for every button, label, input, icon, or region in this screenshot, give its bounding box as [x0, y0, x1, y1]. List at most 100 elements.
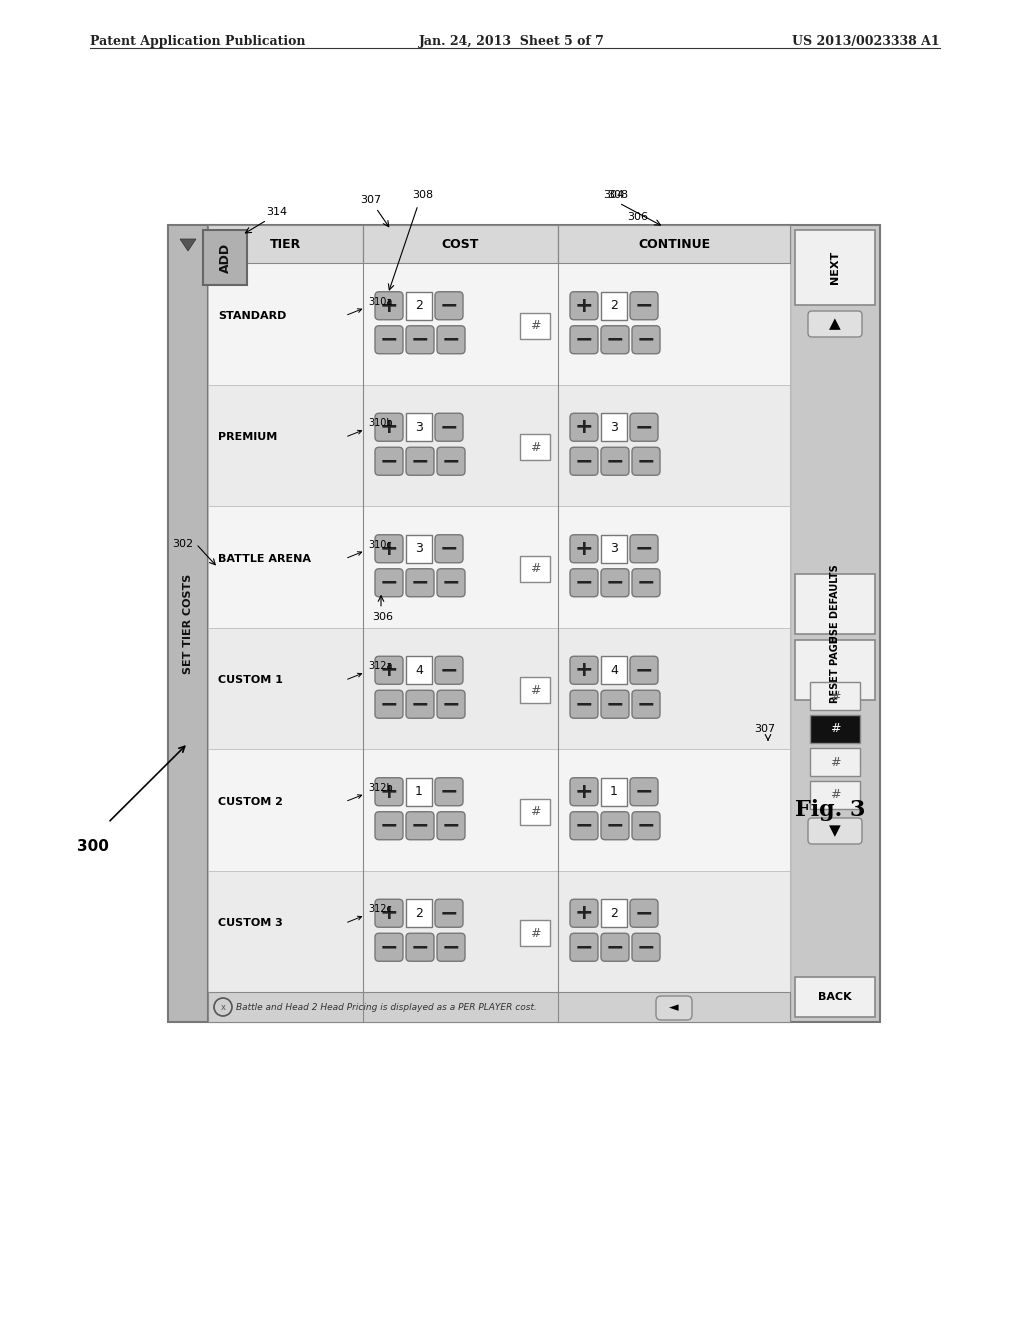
Bar [208, 870, 790, 993]
Text: CUSTOM 2: CUSTOM 2 [218, 797, 283, 807]
Text: −: − [635, 539, 653, 558]
Text: −: − [574, 694, 593, 714]
FancyBboxPatch shape [437, 933, 465, 961]
Bar [406, 899, 432, 927]
FancyBboxPatch shape [435, 777, 463, 805]
Text: −: − [380, 573, 398, 593]
Text: +: + [380, 539, 398, 558]
Text: Fig. 3: Fig. 3 [795, 799, 865, 821]
FancyBboxPatch shape [406, 812, 434, 840]
Text: ▼: ▼ [829, 824, 841, 838]
Text: 3: 3 [610, 543, 617, 556]
FancyBboxPatch shape [406, 933, 434, 961]
Bar [601, 292, 627, 319]
Text: +: + [380, 781, 398, 801]
Text: ADD: ADD [218, 243, 231, 272]
FancyBboxPatch shape [375, 777, 403, 805]
FancyBboxPatch shape [375, 569, 403, 597]
Polygon shape [180, 239, 196, 251]
Text: STANDARD: STANDARD [218, 310, 287, 321]
Text: 314: 314 [266, 207, 288, 216]
Bar [601, 413, 627, 441]
FancyBboxPatch shape [375, 326, 403, 354]
Bar [520, 434, 550, 461]
Bar [790, 224, 880, 1022]
Text: −: − [635, 903, 653, 923]
Text: +: + [380, 417, 398, 437]
Text: 300: 300 [77, 840, 109, 854]
Text: SET TIER COSTS: SET TIER COSTS [183, 573, 193, 673]
Text: Patent Application Publication: Patent Application Publication [90, 36, 305, 48]
Text: −: − [439, 539, 459, 558]
FancyBboxPatch shape [375, 899, 403, 927]
Text: ◄: ◄ [670, 1002, 679, 1015]
Bar [406, 535, 432, 562]
Bar [208, 627, 790, 748]
FancyBboxPatch shape [630, 535, 658, 562]
FancyBboxPatch shape [632, 326, 660, 354]
Text: CUSTOM 1: CUSTOM 1 [218, 676, 283, 685]
Text: −: − [637, 330, 655, 350]
Text: +: + [574, 296, 593, 315]
Text: +: + [574, 660, 593, 680]
Text: −: − [635, 781, 653, 801]
FancyBboxPatch shape [375, 690, 403, 718]
Text: #: # [829, 689, 841, 702]
Text: #: # [829, 788, 841, 801]
Bar [810, 682, 860, 710]
Text: −: − [380, 451, 398, 471]
Text: 308: 308 [607, 190, 629, 201]
Text: 312c: 312c [347, 904, 392, 923]
FancyBboxPatch shape [406, 326, 434, 354]
Bar [406, 413, 432, 441]
Text: −: − [411, 694, 429, 714]
Text: 1: 1 [415, 785, 423, 799]
Bar [810, 715, 860, 743]
FancyBboxPatch shape [630, 292, 658, 319]
FancyBboxPatch shape [570, 292, 598, 319]
Text: 307: 307 [755, 723, 775, 734]
Text: −: − [439, 417, 459, 437]
FancyBboxPatch shape [570, 656, 598, 684]
Bar [208, 993, 790, 1022]
Text: 2: 2 [610, 300, 617, 313]
FancyBboxPatch shape [570, 777, 598, 805]
Bar [558, 224, 790, 263]
Text: +: + [380, 296, 398, 315]
Text: −: − [441, 451, 461, 471]
Text: −: − [574, 816, 593, 836]
FancyBboxPatch shape [437, 326, 465, 354]
FancyBboxPatch shape [570, 690, 598, 718]
Text: −: − [411, 937, 429, 957]
Text: −: − [635, 660, 653, 680]
Bar [795, 574, 874, 634]
FancyBboxPatch shape [375, 656, 403, 684]
Bar [795, 640, 874, 700]
Bar [406, 292, 432, 319]
Text: −: − [637, 573, 655, 593]
Text: −: − [411, 330, 429, 350]
FancyBboxPatch shape [601, 326, 629, 354]
Bar [601, 535, 627, 562]
Text: −: − [439, 781, 459, 801]
Text: CONTINUE: CONTINUE [638, 238, 710, 251]
Text: TIER: TIER [270, 238, 301, 251]
Text: −: − [574, 451, 593, 471]
Text: 308: 308 [413, 190, 433, 201]
FancyBboxPatch shape [437, 447, 465, 475]
Text: −: − [637, 451, 655, 471]
FancyBboxPatch shape [630, 656, 658, 684]
Text: 4: 4 [415, 664, 423, 677]
FancyBboxPatch shape [375, 413, 403, 441]
Text: USE DEFAULTS: USE DEFAULTS [830, 565, 840, 643]
FancyBboxPatch shape [808, 312, 862, 337]
FancyBboxPatch shape [435, 656, 463, 684]
Text: #: # [529, 562, 541, 576]
Text: CUSTOM 3: CUSTOM 3 [218, 919, 283, 928]
FancyBboxPatch shape [632, 933, 660, 961]
Bar [406, 656, 432, 684]
Text: #: # [529, 684, 541, 697]
Bar [208, 263, 790, 384]
FancyBboxPatch shape [601, 933, 629, 961]
FancyBboxPatch shape [570, 933, 598, 961]
